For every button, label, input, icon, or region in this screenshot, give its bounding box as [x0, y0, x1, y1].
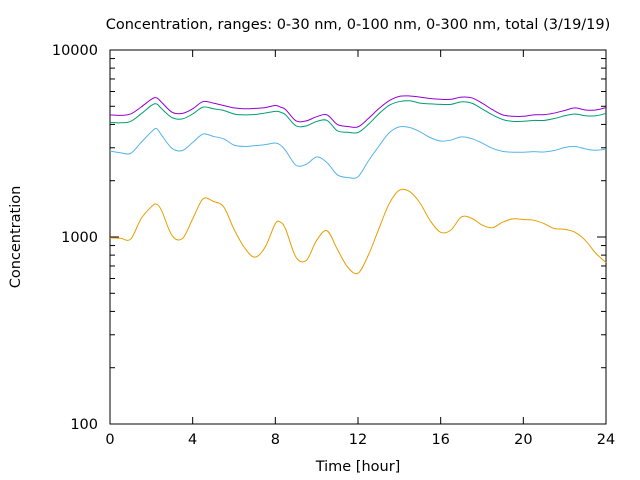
series-line [109, 95, 607, 128]
y-tick-label: 100 [70, 417, 98, 433]
series-layer [109, 95, 607, 275]
y-tick-label: 1000 [61, 230, 98, 246]
x-tick-label: 8 [271, 432, 280, 448]
x-tick-label: 12 [349, 432, 367, 448]
x-axis-label: Time [hour] [315, 459, 401, 475]
x-tick-label: 24 [597, 432, 615, 448]
series-line [109, 188, 607, 275]
y-tick-label: 10000 [52, 43, 98, 59]
x-tick-label: 4 [188, 432, 197, 448]
plot-frame [109, 49, 607, 425]
x-axis-ticks: 0 4 8 12 16 20 24 [105, 50, 615, 448]
y-axis-label: Concentration [8, 186, 24, 289]
chart-title: Concentration, ranges: 0-30 nm, 0-100 nm… [106, 17, 611, 33]
x-tick-label: 16 [431, 432, 449, 448]
x-tick-label: 0 [105, 432, 114, 448]
x-tick-label: 20 [514, 432, 532, 448]
y-axis-ticks: 100 1000 10000 [52, 43, 606, 433]
minor-ticks [110, 58, 606, 369]
series-line [109, 125, 607, 179]
series-line [109, 100, 607, 134]
plot-area: 0 4 8 12 16 20 24 100 1000 10000 [52, 43, 615, 448]
